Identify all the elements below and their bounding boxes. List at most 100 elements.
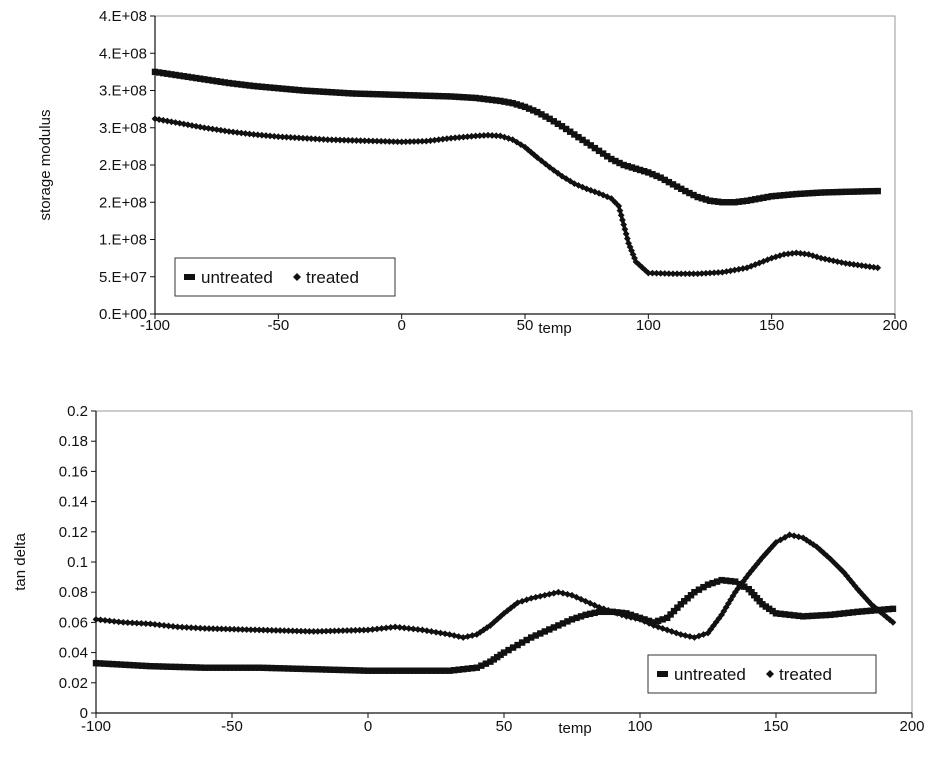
data-point [743,256,771,272]
data-point [582,597,599,609]
x-tick-label: 200 [882,317,907,334]
legend-box [647,654,877,694]
legend-marker-diamond [766,670,774,678]
data-point [422,135,451,145]
data-point [615,202,626,224]
x-tick-label: 200 [899,718,924,735]
data-point [447,93,475,101]
data-point [500,644,517,656]
data-point [583,185,599,196]
data-point [558,172,574,185]
data-point [768,191,796,200]
data-point [669,270,697,278]
y-tick-label: 0.06 [59,614,88,631]
data-point [568,613,585,623]
legend-2: untreated treated [647,654,877,694]
data-point [663,626,680,637]
data-point [608,155,623,167]
data-point [147,620,177,630]
data-point [398,91,426,99]
data-point [364,624,395,634]
y-tick-label: 3.E+08 [99,120,147,137]
data-point [706,197,722,205]
data-point [691,583,707,596]
data-point [176,72,204,82]
data-point [200,124,229,135]
data-point [201,625,259,634]
data-point [817,188,845,196]
data-point [694,193,710,203]
data-point [657,174,673,186]
legend-label: treated [779,665,832,684]
data-point [514,636,530,649]
data-point [731,198,747,206]
data-point [546,163,562,177]
legend-entry-untreated: untreated [184,268,273,287]
data-point [541,589,558,599]
data-point [299,134,327,143]
data-point [398,137,426,146]
data-point [889,605,897,613]
data-point [664,604,681,622]
legend-marker-square [184,274,195,280]
data-point [570,180,586,191]
y-axis-label: tan delta [12,533,29,591]
data-point [632,258,649,274]
data-point [595,147,611,160]
data-point [704,615,723,637]
y-tick-label: 0 [80,705,88,722]
data-point [472,94,500,104]
data-point [324,88,352,97]
data-point [889,619,897,626]
data-point [225,128,253,138]
y-axis-label: storage modulus [37,110,54,221]
legend-label: untreated [674,665,746,684]
data-point [119,619,150,628]
data-point [528,630,544,641]
data-point [446,631,463,640]
x-tick-label: 150 [759,317,784,334]
data-point [827,555,844,573]
data-point [92,659,150,670]
data-point [813,543,831,560]
data-point [759,541,777,561]
y-tick-label: 0.04 [59,645,88,662]
legend-label: treated [306,268,359,287]
data-point [718,265,747,276]
data-point [555,618,571,629]
x-axis-label: temp [538,320,571,337]
y-tick-label: 0.18 [59,433,88,450]
y-tick-label: 0.14 [59,494,88,511]
data-point [487,612,504,629]
data-point [625,239,638,262]
data-point [419,626,449,638]
data-point [800,611,830,620]
data-point [854,585,872,605]
data-point [694,269,722,278]
data-point [780,250,796,258]
data-point [201,664,259,671]
data-point [583,139,599,152]
data-point [256,664,313,673]
data-point [514,596,531,607]
legend-marker-square [657,671,668,677]
data-point [842,259,878,271]
data-point [793,189,821,198]
data-point [201,76,229,86]
data-point [609,608,626,619]
data-point [348,137,377,145]
data-point [533,154,549,168]
data-point [176,119,204,131]
data-point [607,195,619,206]
data-point [874,264,882,272]
chart-2: 0 0.02 0.04 0.06 0.08 0.1 0.12 0.14 0.16 0.18 0.2 -… [12,403,925,737]
y-tick-label: 3.E+08 [99,83,147,100]
x-tick-label: 0 [397,317,405,334]
data-point [447,132,475,142]
data-point [867,600,894,624]
x-tick-label: -100 [140,317,170,334]
y-tick-label: 2.E+08 [99,194,147,211]
y-tick-label: 0.16 [59,463,88,480]
data-point [541,624,558,635]
x-tick-label: 0 [364,718,372,735]
